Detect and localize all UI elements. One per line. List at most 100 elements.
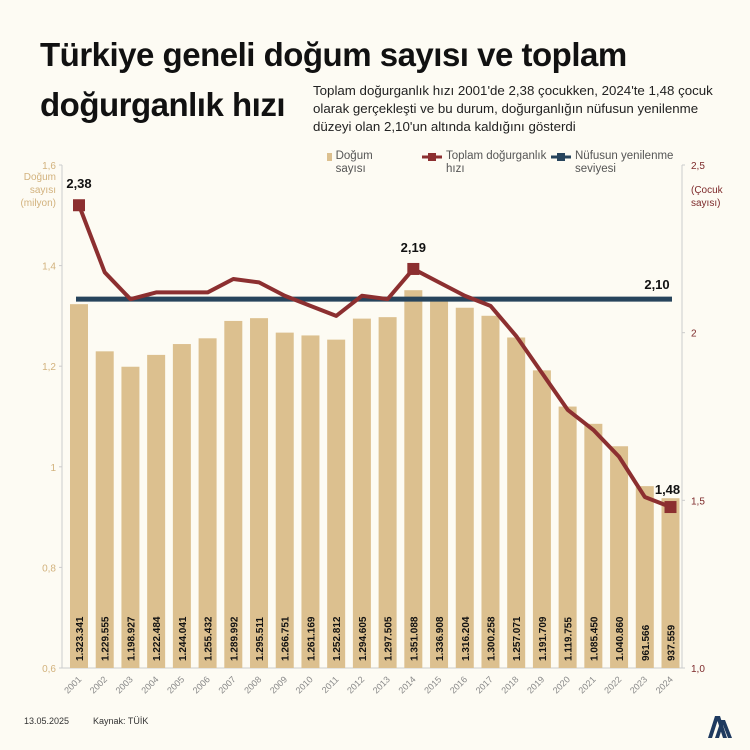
x-tick-label: 2018 — [499, 674, 520, 695]
bar-2010 — [301, 335, 320, 668]
bar-2001 — [70, 304, 88, 668]
x-tick-label: 2021 — [577, 674, 598, 695]
tfr-value-label: 2,19 — [401, 240, 426, 255]
bar-swatch-icon — [327, 153, 332, 161]
bar-2015 — [430, 297, 449, 668]
title-line-2: doğurganlık hızı — [40, 86, 286, 123]
page-title: Türkiye geneli doğum sayısı ve toplam do… — [40, 30, 720, 130]
footer-date: 13.05.2025 — [24, 716, 70, 726]
bar-2006 — [198, 338, 217, 668]
bar-value-label: 1.198.927 — [126, 616, 137, 661]
x-tick-label: 2009 — [268, 674, 289, 695]
bar-value-label: 1.289.992 — [229, 616, 240, 661]
bar-2021 — [584, 423, 603, 668]
line-marker-blue-icon — [551, 153, 571, 161]
bar-2022 — [610, 446, 629, 668]
bar-value-label: 1.261.169 — [306, 616, 317, 661]
footer-source: Kaynak: TÜİK — [93, 716, 149, 726]
x-tick-label: 2006 — [191, 674, 212, 695]
left-tick-label: 0,8 — [42, 563, 56, 574]
x-tick-label: 2011 — [320, 674, 341, 695]
right-tick-label: 2 — [691, 329, 697, 340]
bar-value-label: 1.336.908 — [435, 616, 446, 661]
bar-2019 — [532, 370, 551, 668]
left-axis-title: sayısı — [30, 185, 56, 196]
bar-2020 — [558, 406, 577, 668]
bar-2011 — [327, 339, 346, 668]
legend-replacement: Nüfusun yenilenme seviyesi — [551, 150, 676, 176]
tfr-line — [77, 204, 672, 509]
bar-2023 — [635, 486, 654, 668]
bar-value-label: 1.040.860 — [615, 616, 626, 661]
tfr-value-label: 2,38 — [66, 176, 91, 191]
bar-2007 — [224, 320, 243, 668]
bar-value-label: 1.294.605 — [358, 616, 369, 661]
bar-2016 — [455, 307, 474, 668]
left-tick-label: 1 — [50, 463, 56, 474]
bar-2004 — [147, 354, 166, 668]
aa-logo-icon — [708, 716, 732, 738]
x-tick-label: 2022 — [602, 674, 623, 695]
bar-value-label: 1.191.709 — [538, 616, 549, 661]
x-tick-label: 2008 — [242, 674, 263, 695]
legend-tfr: Toplam doğurganlık hızı — [422, 150, 552, 176]
left-tick-label: 1,6 — [42, 161, 56, 172]
x-tick-label: 2010 — [294, 674, 315, 695]
legend-replacement-label: Nüfusun yenilenme seviyesi — [575, 150, 674, 175]
x-tick-label: 2015 — [422, 674, 443, 695]
bar-value-label: 937.559 — [667, 624, 678, 661]
bar-2009 — [275, 332, 294, 668]
x-tick-label: 2005 — [165, 674, 186, 695]
bar-value-label: 1.257.071 — [512, 616, 523, 661]
right-axis-title: (Çocuk — [691, 185, 724, 196]
bar-2013 — [378, 317, 397, 668]
x-tick-label: 2002 — [88, 674, 109, 695]
x-tick-label: 2016 — [448, 674, 469, 695]
x-tick-label: 2001 — [62, 674, 83, 695]
x-tick-label: 2024 — [654, 674, 675, 695]
left-tick-label: 0,6 — [42, 664, 56, 675]
bar-value-label: 1.323.341 — [75, 616, 86, 661]
bar-value-label: 1.085.450 — [589, 616, 600, 661]
bar-2005 — [172, 344, 191, 668]
left-axis-title: (milyon) — [20, 198, 56, 209]
bar-2024 — [661, 498, 680, 668]
bar-2008 — [250, 318, 269, 668]
tfr-marker — [73, 199, 85, 212]
bar-value-label: 1.244.041 — [178, 616, 189, 661]
bar-value-label: 1.222.484 — [152, 616, 163, 661]
x-tick-label: 2023 — [628, 674, 649, 695]
bar-value-label: 1.316.204 — [461, 616, 472, 661]
right-axis-title: sayısı) — [691, 198, 720, 209]
x-tick-label: 2007 — [216, 674, 237, 695]
bar-value-label: 1.297.505 — [384, 616, 395, 661]
legend-births: Doğum sayısı — [327, 150, 376, 176]
bar-value-label: 1.252.812 — [332, 616, 343, 661]
x-tick-label: 2017 — [474, 674, 495, 695]
left-tick-label: 1,2 — [42, 362, 56, 373]
right-tick-label: 2,5 — [691, 161, 705, 172]
bar-value-label: 1.351.088 — [409, 616, 420, 661]
subtitle: Toplam doğurganlık hızı 2001'de 2,38 çoc… — [313, 83, 713, 134]
bar-value-label: 1.266.751 — [281, 616, 292, 661]
bar-value-label: 1.229.555 — [101, 616, 112, 661]
legend-births-label: Doğum sayısı — [335, 150, 373, 175]
tfr-marker — [407, 262, 420, 275]
x-tick-label: 2004 — [139, 674, 160, 695]
x-tick-label: 2014 — [397, 674, 418, 695]
bar-value-label: 961.566 — [641, 624, 652, 661]
tfr-value-label: 1,48 — [655, 482, 680, 497]
line-marker-red-icon — [422, 153, 442, 161]
legend-tfr-label: Toplam doğurganlık hızı — [446, 150, 547, 175]
bar-2012 — [352, 318, 371, 668]
x-tick-label: 2013 — [371, 674, 392, 695]
bar-value-label: 1.295.511 — [255, 617, 266, 661]
right-tick-label: 1,0 — [691, 664, 705, 675]
bar-2014 — [404, 290, 423, 668]
bar-value-label: 1.255.432 — [204, 616, 215, 661]
title-line-1: Türkiye geneli doğum sayısı ve toplam — [40, 36, 627, 73]
bar-2003 — [121, 366, 140, 668]
bar-2017 — [481, 315, 500, 668]
x-tick-label: 2003 — [114, 674, 135, 695]
